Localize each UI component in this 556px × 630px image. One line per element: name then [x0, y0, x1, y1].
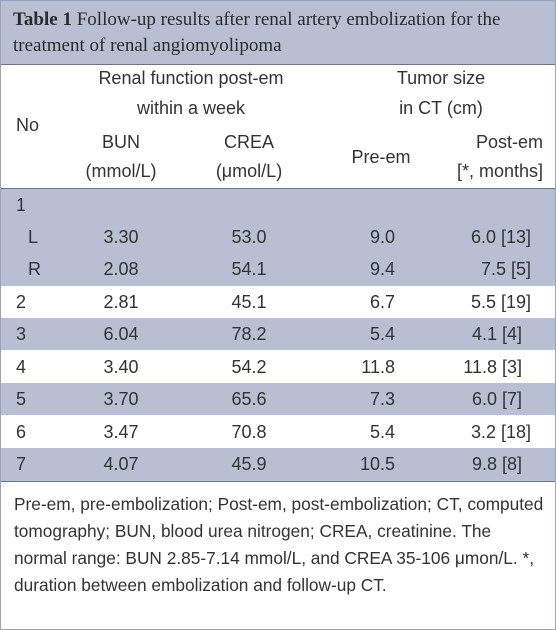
table-cell-bun: 6.04: [103, 324, 139, 344]
table-cell-post-em: 9.8 [8]: [471, 454, 522, 474]
table-cell-crea: 54.2: [231, 357, 267, 377]
table-bottom-rule: [1, 481, 555, 482]
table-cell-bun: 3.40: [103, 357, 139, 377]
header-bun-line1: BUN: [101, 132, 140, 152]
row-divider: [1, 415, 555, 416]
table-cell-crea: 70.8: [231, 422, 267, 442]
table-row-no: 5: [16, 389, 27, 409]
header-bun-line2: (mmol/L): [85, 161, 157, 181]
table-cell-pre-em: 10.5: [359, 454, 395, 474]
table-cell-crea: 78.2: [231, 324, 267, 344]
table-cell-bun: 2.81: [103, 292, 139, 312]
header-rule: [1, 188, 555, 189]
row-band-7: [1, 448, 555, 481]
table-cell-bun: 2.08: [103, 259, 139, 279]
header-pre-em: Pre-em: [351, 147, 411, 167]
table-title: Follow-up results after renal artery emb…: [13, 9, 501, 56]
table-cell-crea: 54.1: [231, 259, 267, 279]
table-cell-post-em: 4.1 [4]: [471, 324, 522, 344]
table-cell-post-em: 6.0 [13]: [470, 227, 531, 247]
table-cell-post-em: 3.2 [18]: [470, 422, 531, 442]
table-label: Table 1: [13, 9, 72, 30]
table-cell-crea: 45.1: [231, 292, 267, 312]
table-row-no: 2: [16, 292, 27, 312]
row-band-3: [1, 318, 555, 351]
table-row-no: 6: [16, 422, 27, 442]
header-tumor-size-line2: in CT (cm): [399, 98, 483, 118]
table-cell-pre-em: 7.3: [369, 389, 395, 409]
table-cell-post-em: 7.5 [5]: [480, 259, 531, 279]
table-cell-pre-em: 11.8: [361, 357, 395, 377]
table-footnote: Pre-em, pre-embolization; Post-em, post-…: [14, 494, 544, 595]
table-row-no: 4: [16, 357, 27, 377]
header-no: No: [16, 115, 40, 135]
table-cell-crea: 45.9: [231, 454, 267, 474]
table-row-no: 3: [16, 324, 27, 344]
header-crea-line1: CREA: [223, 132, 274, 152]
table-row-no: L: [28, 227, 39, 247]
table-cell-bun: 3.70: [103, 389, 139, 409]
table-cell-crea: 65.6: [231, 389, 267, 409]
header-renal-function-line1: Renal function post-em: [98, 68, 284, 88]
table-row-no: 7: [16, 454, 27, 474]
table-cell-bun: 3.47: [103, 422, 139, 442]
row-band-5: [1, 383, 555, 416]
row-band-1: [1, 189, 555, 286]
table-cell-bun: 3.30: [103, 227, 139, 247]
table-cell-pre-em: 5.4: [369, 324, 395, 344]
table-row-no: 1: [16, 195, 27, 215]
row-divider: [1, 447, 555, 448]
table-cell-post-em: 5.5 [19]: [470, 292, 531, 312]
header-post-em-line1: Post-em: [475, 132, 543, 152]
table-caption: Table 1 Follow-up results after renal ar…: [1, 1, 555, 64]
table-cell-bun: 4.07: [103, 454, 139, 474]
table-cell-pre-em: 9.0: [369, 227, 395, 247]
caption-rule: [1, 64, 555, 65]
header-renal-function-line2: within a week: [136, 98, 246, 118]
header-crea-line2: (μmol/L): [215, 161, 283, 181]
header-tumor-size-line1: Tumor size: [396, 68, 486, 88]
table-cell-pre-em: 5.4: [369, 422, 395, 442]
table-cell-pre-em: 9.4: [369, 259, 395, 279]
table-cell-pre-em: 6.7: [369, 292, 395, 312]
table-cell-post-em: 11.8 [3]: [463, 357, 522, 377]
table-row-no: R: [28, 259, 41, 279]
row-divider: [1, 350, 555, 351]
table-cell-post-em: 6.0 [7]: [471, 389, 522, 409]
header-post-em-line2: [*, months]: [456, 161, 543, 181]
table-cell-crea: 53.0: [231, 227, 267, 247]
